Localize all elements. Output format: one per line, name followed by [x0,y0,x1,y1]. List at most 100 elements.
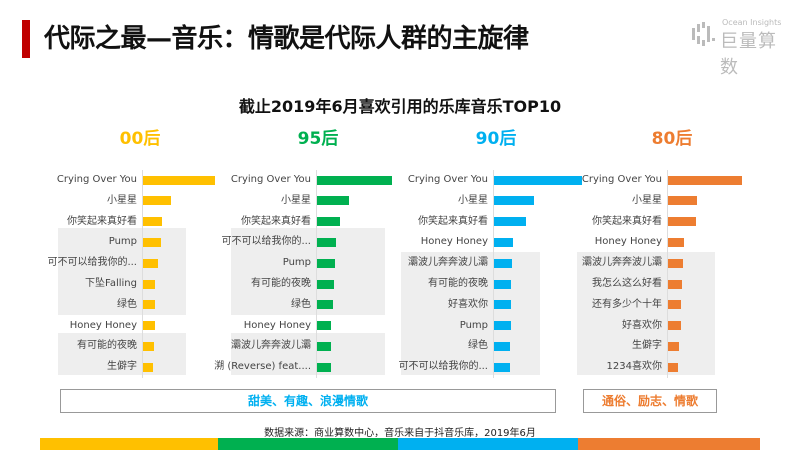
row-group-shade [58,333,186,375]
bar-label: 绿色 [291,298,311,310]
bar [143,341,154,351]
bar-label: 绿色 [468,340,488,352]
bar [668,279,683,289]
tag-box-80s: 通俗、励志、情歌 [583,389,717,413]
bar-label: 灞波儿奔奔波儿灞 [408,257,488,269]
bar-label: 还有多少个十年 [592,298,662,310]
logo-text-cn: 巨量算数 [720,31,777,78]
bar-label: Honey Honey [69,319,137,331]
footer-bar-blue [398,438,578,450]
bar [143,321,155,331]
bar [494,196,535,206]
logo-text-en: Ocean Insights [722,18,782,27]
bar [143,175,215,185]
bar-label: 小星星 [632,194,662,206]
row-group-shade [577,252,715,375]
bar [143,196,172,206]
bar [317,279,335,289]
bar [494,362,510,372]
panel-header: 90后 [475,129,517,149]
bar-label: 你笑起来真好看 [418,215,488,227]
bar [668,300,682,310]
bar-label: 可不可以给我你的... [398,361,488,373]
panel-header: 00后 [119,129,161,149]
bar-label: 有可能的夜晚 [251,278,311,289]
row-group-shade [231,333,385,375]
bar-label: Crying Over You [581,174,662,185]
bar-label: Pump [108,236,137,248]
bar [668,341,680,351]
bar-label: 你笑起来真好看 [241,215,311,227]
bar [668,362,679,372]
bar-label: 小星星 [458,194,488,206]
panel-axis [667,170,668,378]
footer-bar-orange [578,438,760,450]
bar-label: 小星星 [281,194,311,206]
bar [143,300,155,310]
bar-label: 生僻字 [632,340,662,352]
chart-title: 截止2019年6月喜欢引用的乐库音乐TOP10 [238,97,562,116]
bar-label: Crying Over You [56,174,137,185]
tag-box-young: 甜美、有趣、浪漫情歌 [60,389,556,413]
panel-axis [493,170,494,378]
bar [317,341,332,351]
bar-label: 可不可以给我你的... [47,257,137,269]
panel-header: 95后 [297,129,339,149]
tag-label: 通俗、励志、情歌 [601,394,698,408]
bar [317,362,332,372]
bar [494,300,511,310]
bar-label: 溯 (Reverse) feat.... [214,361,311,373]
bar [494,217,526,227]
bar-label: 小星星 [107,194,137,206]
bar [143,217,162,227]
logo: Ocean Insights 巨量算数 [690,18,790,78]
bar [317,237,336,247]
tag-label: 甜美、有趣、浪漫情歌 [247,394,368,408]
bar-label: Honey Honey [594,236,662,248]
bar [494,341,510,351]
bar-label: 1234喜欢你 [606,361,662,373]
page-title: 代际之最—音乐：情歌是代际人群的主旋律 [44,24,529,54]
bar [317,196,350,206]
bar-label: 绿色 [117,298,137,310]
bar [317,321,332,331]
bar [494,321,511,331]
bar [317,258,335,268]
bar [668,196,697,206]
footer-bar-yellow [40,438,218,450]
bar [494,258,512,268]
bar [143,362,154,372]
row-group-shade [58,228,186,315]
bar-label: Pump [282,257,311,269]
bar [317,175,392,185]
bar-label: 可不可以给我你的... [221,236,311,248]
bar [143,258,159,268]
bar-label: 你笑起来真好看 [592,215,662,227]
bar-label: 好喜欢你 [448,298,488,310]
panel-header: 80后 [651,129,693,149]
bar [494,175,582,185]
panel-axis [142,170,143,378]
footer-bar-green [218,438,398,450]
panel-axis [316,170,317,378]
source-note: 数据来源：商业算数中心，音乐来自于抖音乐库，2019年6月 [264,428,536,439]
bar-label: Honey Honey [243,319,311,331]
bar-label: 灞波儿奔奔波儿灞 [231,340,311,352]
logo-icon [692,22,715,46]
bar-label: Honey Honey [420,236,488,248]
bar-label: 生僻字 [107,361,137,373]
bar [143,279,156,289]
bar-label: Pump [459,319,488,331]
title-accent-bar [22,20,30,58]
bar [668,321,682,331]
bar [317,217,341,227]
row-group-shade [401,252,540,375]
bar [143,237,161,247]
row-group-shade [231,228,385,315]
bar-label: 下坠Falling [85,278,137,289]
bar-label: Crying Over You [407,174,488,185]
bar [668,258,683,268]
bar-label: 有可能的夜晚 [428,278,488,289]
bar [668,237,685,247]
bar-label: 我怎么这么好看 [592,278,662,289]
